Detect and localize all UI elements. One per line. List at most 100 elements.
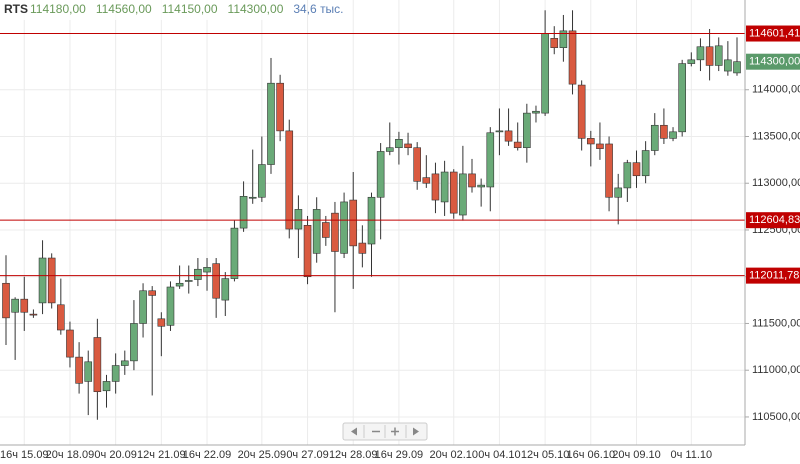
current-price-tag <box>746 53 800 70</box>
candle-body <box>404 143 412 149</box>
candle-body <box>641 150 650 177</box>
candle-body <box>568 30 577 85</box>
axis: 110500,00111000,00111500,00112000,001125… <box>0 25 800 461</box>
candle-body <box>157 318 166 327</box>
candle-body <box>660 124 668 139</box>
candle-body <box>267 82 275 165</box>
candle-body <box>385 147 394 152</box>
y-tick-label: 111500,00 <box>752 317 800 329</box>
info-label: 114300,00 <box>228 2 284 16</box>
candle-body <box>523 112 531 149</box>
level-label: 112604,83 <box>749 214 800 226</box>
x-tick-label: 20ч 02.10 <box>429 449 478 461</box>
candle-body <box>203 267 211 273</box>
zoom-in[interactable] <box>391 427 399 436</box>
candle-body <box>47 257 56 304</box>
header: RTS 114180,00 114560,00 114150,00 114300,00… <box>0 0 344 20</box>
y-tick-label: 110500,00 <box>752 411 800 423</box>
candle-body <box>285 130 294 230</box>
candle-body <box>632 162 641 177</box>
candle-body <box>166 286 175 326</box>
y-tick-label: 113500,00 <box>752 130 800 142</box>
current-price-label: 114300,00 <box>749 56 800 68</box>
candle-body <box>212 263 220 299</box>
candle-body <box>395 138 403 149</box>
candle-body <box>696 46 705 61</box>
candle-body <box>221 278 230 301</box>
candle-body <box>541 33 549 114</box>
candle-body <box>504 130 513 142</box>
info-label: 114560,00 <box>96 2 152 16</box>
candle-body <box>349 199 358 247</box>
ticker: RTS <box>4 2 28 16</box>
scroll-right[interactable] <box>413 427 419 436</box>
candle-body <box>596 143 604 149</box>
candle-body <box>532 110 540 114</box>
candle-body <box>248 196 257 199</box>
x-tick-label: 12ч 05.10 <box>521 449 570 461</box>
nav-buttons[interactable] <box>342 422 428 441</box>
x-tick-label: 20ч 09.10 <box>612 449 661 461</box>
candle-body <box>623 162 632 189</box>
y-tick-label: 111000,00 <box>752 364 800 376</box>
candle-body <box>66 329 74 358</box>
x-tick-label: 0ч 04.10 <box>478 449 520 461</box>
candle-body <box>111 365 120 382</box>
candle-body <box>650 124 659 151</box>
x-tick-label: 12ч 21.09 <box>137 449 186 461</box>
candle-body <box>130 323 138 362</box>
candle-body <box>230 227 239 279</box>
candle-body <box>724 59 732 72</box>
candle-body <box>614 187 623 198</box>
candle-body <box>258 164 266 198</box>
level-tag <box>746 25 800 42</box>
candle-body <box>194 268 202 280</box>
candle-body <box>303 225 312 278</box>
candle-body <box>322 222 330 238</box>
candle-body <box>550 38 559 48</box>
candle-body <box>276 82 284 132</box>
candle-body <box>57 304 65 331</box>
x-tick-label: 0ч 20.09 <box>94 449 136 461</box>
candle-body <box>431 173 440 201</box>
candle-body <box>312 209 321 254</box>
candle-body <box>376 151 385 198</box>
candle-body <box>687 59 696 64</box>
candle-body <box>413 147 421 182</box>
candle-body <box>449 171 458 214</box>
candle-body <box>559 30 568 48</box>
candle-body <box>477 184 485 188</box>
candle-body <box>84 361 93 382</box>
y-tick-label: 114000,00 <box>752 84 800 96</box>
x-tick-label: 20ч 25.09 <box>238 449 287 461</box>
candle-body <box>148 290 156 296</box>
candle-body <box>669 131 677 139</box>
candle-body <box>331 212 339 252</box>
info-label: 114150,00 <box>162 2 218 16</box>
candle-body <box>75 356 83 384</box>
level-tag <box>746 212 800 229</box>
info-label: 114180,00 <box>30 2 86 16</box>
candle-body <box>459 173 467 216</box>
candle-body <box>239 196 248 229</box>
x-tick-label: 16ч 22.09 <box>183 449 232 461</box>
candle-body <box>184 280 193 282</box>
candle-body <box>586 138 595 145</box>
candle-body <box>577 84 586 139</box>
x-tick-label: 16ч 15.09 <box>0 449 49 461</box>
level-label: 114601,41 <box>749 27 800 39</box>
candle-body <box>358 242 367 254</box>
candle-body <box>468 173 476 188</box>
scroll-left[interactable] <box>351 427 357 436</box>
candle-body <box>2 282 10 319</box>
candle-body <box>513 141 522 149</box>
candle-body <box>422 177 431 184</box>
candle-body <box>714 45 723 66</box>
candle-body <box>175 282 184 287</box>
candle-body <box>11 298 19 313</box>
candle-body <box>29 313 38 316</box>
candle-body <box>705 46 714 66</box>
level-tag <box>746 267 800 284</box>
